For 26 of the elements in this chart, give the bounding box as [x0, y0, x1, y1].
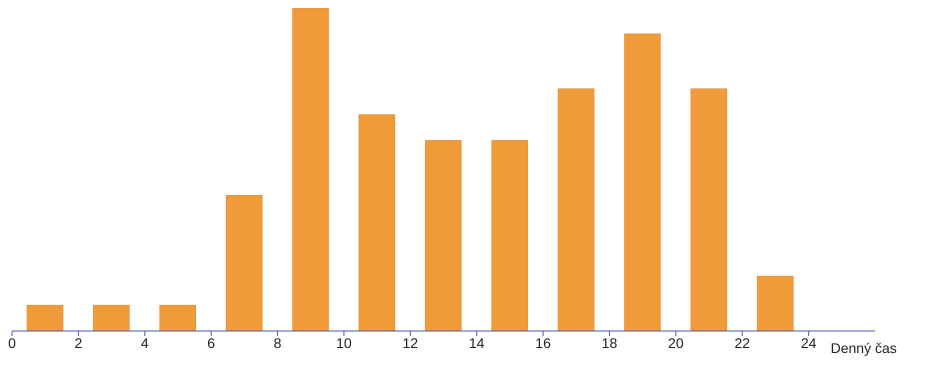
bar	[358, 114, 396, 332]
x-tick-label: 12	[402, 334, 418, 351]
x-tick-label: 24	[800, 334, 817, 351]
x-tick-label: 10	[336, 334, 352, 351]
x-tick-label: 2	[74, 334, 82, 351]
bar	[93, 304, 130, 332]
bar	[558, 88, 594, 332]
bar	[226, 195, 262, 332]
bar	[690, 88, 728, 332]
bar	[292, 8, 329, 332]
x-tick-label: 18	[602, 334, 618, 351]
bar	[756, 276, 794, 332]
x-tick-label: 8	[274, 334, 282, 351]
x-tick-label: 4	[140, 334, 149, 351]
x-tick-label: 20	[668, 334, 684, 351]
x-tick-label: 14	[468, 334, 485, 351]
x-axis-title: Denný čas	[830, 340, 897, 356]
bar	[26, 304, 64, 332]
x-tick-label: 0	[8, 334, 16, 351]
bar	[160, 304, 196, 332]
bar	[425, 140, 462, 332]
bar	[624, 34, 661, 332]
x-tick-label: 6	[207, 334, 216, 351]
bar	[491, 140, 528, 332]
x-tick-label: 22	[734, 334, 750, 351]
x-tick-label: 16	[535, 334, 552, 351]
